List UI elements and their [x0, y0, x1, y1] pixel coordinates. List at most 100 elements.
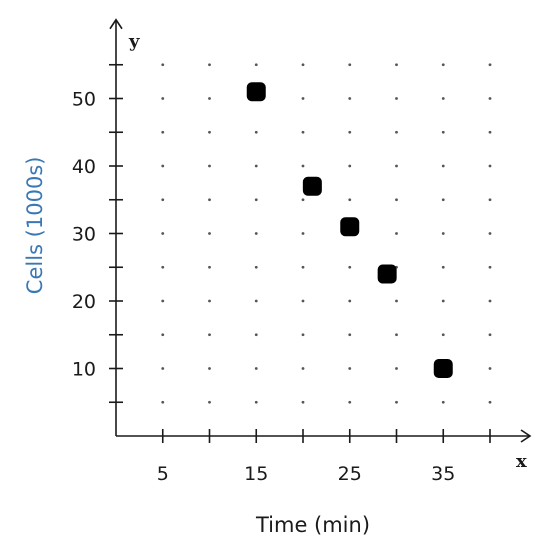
grid-dot: [301, 299, 305, 303]
data-point: [246, 82, 266, 102]
x-axis-title: Time (min): [255, 513, 370, 537]
y-tick-label: 10: [72, 359, 96, 381]
data-point: [377, 264, 397, 284]
grid-dot: [395, 400, 398, 404]
grid-dot: [348, 164, 352, 168]
grid-dot: [161, 130, 165, 134]
grid-dot: [301, 333, 305, 337]
grid-dot: [441, 164, 445, 168]
grid-dot: [301, 164, 305, 168]
y-axis-letter: y: [128, 31, 140, 52]
y-axis-title: Cells (1000s): [23, 157, 47, 295]
grid-dot: [348, 63, 352, 67]
grid-dot: [348, 198, 352, 202]
data-point: [302, 176, 322, 196]
grid-dot: [208, 265, 211, 269]
grid-dot: [161, 198, 165, 202]
y-tick-label: 40: [72, 156, 96, 178]
grid-dot: [488, 198, 492, 202]
grid-dot: [441, 333, 445, 337]
grid-dot: [301, 232, 305, 235]
y-axis-arrow: [109, 18, 123, 30]
grid-dot: [208, 164, 211, 168]
grid-dot: [161, 367, 165, 370]
grid-dot: [301, 400, 305, 404]
data-point: [433, 359, 453, 378]
grid-dot: [254, 232, 258, 235]
grid-dot: [301, 130, 305, 134]
grid-dot: [161, 97, 165, 100]
x-tick-label: 35: [431, 463, 455, 485]
grid-dot: [208, 97, 211, 100]
tick-labels: 5 15 25 35 10 20 30 40 50: [72, 89, 456, 486]
data-point: [340, 217, 360, 237]
tick-marks: [109, 63, 491, 443]
grid-dot: [395, 63, 398, 67]
grid-dot: [254, 333, 258, 337]
grid-dot: [395, 198, 398, 202]
grid-dot: [254, 63, 258, 67]
y-tick-label: 50: [72, 89, 96, 111]
grid-dot: [395, 333, 398, 337]
grid-dot: [441, 232, 445, 235]
grid-dot: [161, 265, 165, 269]
grid-dot: [441, 299, 445, 303]
grid-dot: [488, 232, 492, 235]
grid-dot: [441, 400, 445, 404]
grid-dot: [488, 97, 492, 100]
grid-dot: [348, 400, 352, 404]
grid-dot: [208, 198, 211, 202]
grid-dot: [301, 63, 305, 67]
grid-dot: [488, 130, 492, 134]
x-tick-label: 25: [338, 463, 362, 485]
grid-dot: [395, 367, 398, 370]
grid-dot: [208, 367, 211, 370]
grid-dot: [348, 97, 352, 100]
x-tick-label: 5: [157, 463, 169, 485]
grid-dot: [488, 164, 492, 168]
grid-dot: [161, 63, 165, 67]
grid-dot: [348, 265, 352, 269]
grid-dot: [441, 97, 445, 100]
grid-dot: [161, 333, 165, 337]
x-axis-arrow: [520, 429, 532, 443]
grid-dot: [395, 232, 398, 235]
grid-dot: [348, 130, 352, 134]
grid-dot: [161, 232, 165, 235]
grid-dot: [208, 63, 211, 67]
grid-dot: [488, 333, 492, 337]
grid-dot: [395, 97, 398, 100]
x-tick-label: 15: [244, 463, 268, 485]
grid-dot: [348, 299, 352, 303]
data-points: [246, 82, 453, 378]
grid-dot: [208, 400, 211, 404]
grid-dot: [208, 130, 211, 134]
grid-dot: [161, 400, 165, 404]
grid-dot: [254, 164, 258, 168]
grid-dot: [301, 97, 305, 100]
grid-dot: [395, 299, 398, 303]
grid-dot: [254, 130, 258, 134]
grid-dot: [254, 265, 258, 269]
y-tick-label: 30: [72, 224, 96, 246]
grid-dot: [488, 299, 492, 303]
grid-dot: [441, 265, 445, 269]
grid-dot: [488, 265, 492, 269]
axes: [109, 18, 532, 443]
grid-dot: [395, 164, 398, 168]
grid-dot: [301, 367, 305, 370]
x-axis-letter: x: [516, 451, 527, 472]
grid-dot: [488, 367, 492, 370]
grid-dot: [208, 232, 211, 235]
grid-dot: [161, 164, 165, 168]
grid-dot: [488, 400, 492, 404]
grid-dot: [254, 299, 258, 303]
grid-dot: [254, 198, 258, 202]
grid-dot: [441, 63, 445, 67]
grid-dot: [301, 198, 305, 202]
grid-dot: [348, 367, 352, 370]
grid-dot: [488, 63, 492, 67]
grid-dot: [208, 299, 211, 303]
grid-dot: [254, 400, 258, 404]
